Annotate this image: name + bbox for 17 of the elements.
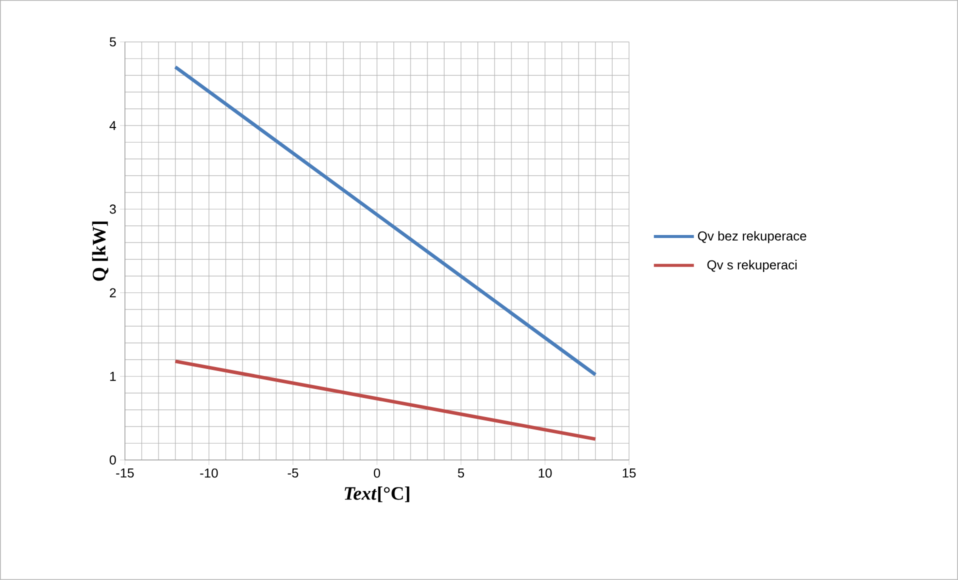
x-tick-label: -5 [288, 468, 298, 478]
x-tick-label: 10 [538, 468, 552, 478]
x-tick-label: -10 [200, 468, 218, 478]
x-tick-label: 0 [374, 468, 380, 478]
x-axis-title: Text[°C] [344, 486, 410, 502]
y-tick-label: 2 [110, 288, 116, 298]
y-tick-label: 4 [110, 121, 116, 130]
x-tick-label: 5 [458, 468, 464, 478]
y-tick-label: 5 [110, 37, 116, 46]
y-tick-label: 1 [110, 372, 116, 381]
y-tick-label: 3 [110, 204, 116, 214]
legend-label: Qv bez rekuperace [698, 231, 806, 244]
y-tick-label: 0 [110, 455, 116, 465]
y-axis-title: Q [kW] [92, 222, 108, 281]
x-tick-label: -15 [116, 468, 134, 478]
legend-label: Qv s rekuperaci [707, 260, 797, 272]
x-tick-label: 15 [622, 468, 636, 478]
